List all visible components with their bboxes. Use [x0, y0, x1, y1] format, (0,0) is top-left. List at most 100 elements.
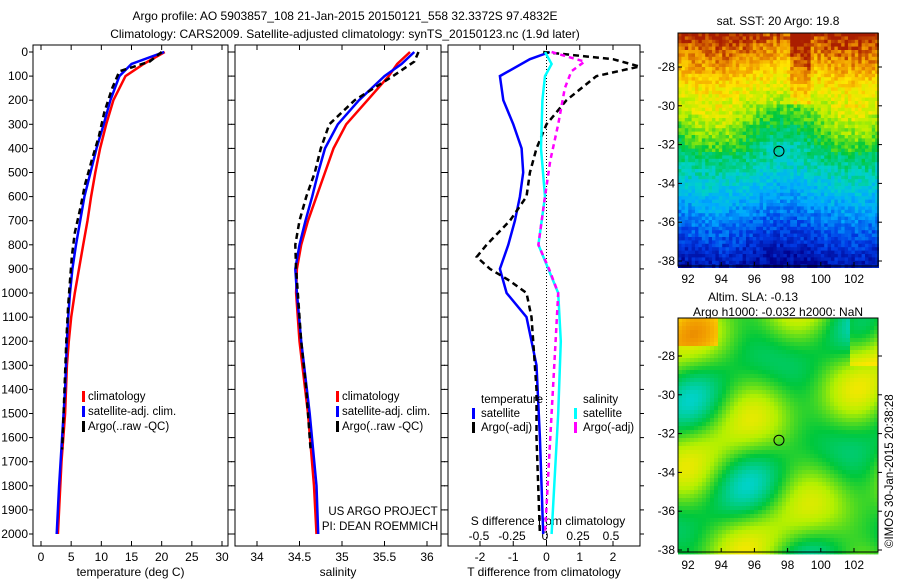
map-cell	[739, 226, 743, 231]
map-cell	[871, 135, 876, 139]
map-cell	[725, 162, 730, 166]
map-cell	[817, 223, 822, 228]
map-cell	[817, 70, 822, 75]
map-cell	[715, 152, 720, 156]
map-cell	[742, 326, 747, 331]
map-cell	[817, 158, 822, 163]
map-cell	[766, 101, 771, 105]
map-cell	[701, 175, 706, 180]
map-cell	[807, 223, 811, 228]
map-cell	[710, 342, 715, 347]
map-cell	[756, 101, 760, 105]
map-cell	[759, 80, 764, 85]
map-cell	[854, 199, 859, 204]
map-cell	[807, 257, 811, 262]
map-cell	[749, 111, 754, 115]
map-cell	[820, 53, 825, 58]
map-cell	[770, 330, 775, 335]
map-cell	[851, 114, 856, 119]
y-tick-label: 1200	[1, 334, 28, 348]
map-cell	[763, 162, 767, 166]
map-cell	[874, 346, 879, 351]
map-cell	[750, 342, 755, 347]
map-cell	[868, 131, 873, 136]
map-cell	[722, 233, 726, 238]
map-cell	[732, 63, 737, 68]
map-cell	[786, 138, 791, 143]
map-cell	[824, 60, 828, 64]
map-cell	[871, 213, 876, 217]
map-cell	[851, 237, 856, 241]
map-cell	[732, 233, 737, 238]
map-cell	[800, 237, 805, 241]
map-cell	[708, 46, 713, 51]
map-cell	[865, 90, 869, 95]
map-cell	[827, 179, 832, 183]
map-cell	[810, 36, 815, 41]
map-cell	[708, 230, 713, 234]
map-cell	[778, 350, 783, 355]
map-cell	[695, 260, 699, 265]
map-cell	[831, 138, 835, 143]
map-cell	[780, 63, 784, 68]
map-cell	[729, 213, 733, 217]
map-cell	[681, 121, 686, 126]
map-cell	[803, 131, 808, 136]
map-cell	[861, 53, 866, 58]
map-cell	[830, 318, 835, 323]
map-cell	[752, 118, 757, 122]
map-cell	[712, 43, 716, 47]
map-cell	[749, 60, 754, 64]
map-cell	[844, 216, 849, 221]
map-cell	[695, 169, 699, 173]
map-cell	[732, 36, 737, 41]
map-cell	[858, 230, 862, 234]
map-cell	[800, 141, 805, 146]
map-cell	[735, 165, 740, 170]
map-cell	[732, 237, 737, 241]
map-cell	[681, 165, 686, 170]
map-cell	[824, 243, 828, 248]
map-cell	[794, 322, 799, 327]
map-cell	[752, 70, 757, 75]
map-cell	[780, 203, 784, 207]
map-cell	[817, 131, 822, 136]
map-cell	[725, 124, 730, 129]
map-cell	[678, 128, 682, 132]
map-cell	[793, 107, 798, 112]
map-cell	[712, 141, 716, 146]
map-cell	[851, 186, 856, 190]
map-cell	[838, 342, 843, 347]
map-cell	[722, 97, 726, 102]
map-cell	[817, 56, 822, 61]
map-cell	[790, 84, 794, 88]
map-cell	[858, 111, 862, 115]
map-cell	[837, 114, 842, 119]
map-cell	[827, 254, 832, 258]
map-cell	[712, 199, 716, 204]
map-cell	[844, 70, 849, 75]
map-cell	[841, 233, 845, 238]
map-cell	[678, 138, 682, 143]
map-cell	[790, 260, 794, 265]
map-cell	[763, 121, 767, 126]
map-cell	[871, 70, 876, 75]
map-cell	[701, 128, 706, 132]
map-cell	[678, 172, 682, 177]
map-cell	[752, 148, 757, 153]
map-cell	[797, 128, 801, 132]
map-cell	[800, 77, 805, 81]
map-cell	[698, 223, 703, 228]
map-cell	[820, 77, 825, 81]
map-cell	[763, 70, 767, 75]
map-cell	[729, 148, 733, 153]
map-cell	[820, 162, 825, 166]
map-cell	[848, 213, 852, 217]
map-cell	[722, 53, 726, 58]
map-cell	[681, 53, 686, 58]
map-cell	[759, 230, 764, 234]
map-cell	[797, 80, 801, 85]
map-cell	[766, 138, 771, 143]
map-cell	[868, 63, 873, 68]
y-tick-label: 1300	[1, 358, 28, 372]
